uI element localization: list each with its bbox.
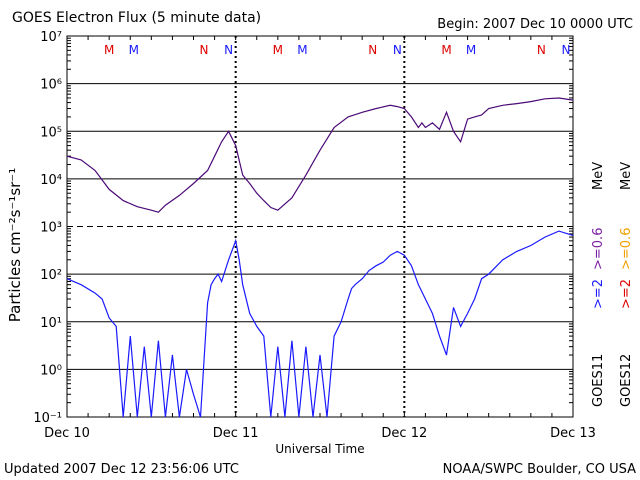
- mn-marker-m: M: [273, 43, 283, 57]
- series-line-06mev: [66, 97, 574, 213]
- goes12-mev-label: MeV: [619, 162, 634, 190]
- mn-marker-n: N: [393, 43, 402, 57]
- credit-label: NOAA/SWPC Boulder, CO USA: [443, 462, 636, 477]
- goes-legend: GOES11 GOES12 >=2 >=0.6 MeV >=2 >=0.6 Me…: [591, 162, 634, 407]
- goes11-2mev-label: >=2: [591, 279, 606, 309]
- y-tick-label: 10⁷: [40, 30, 62, 45]
- x-tick-label: Dec 11: [213, 426, 259, 441]
- y-tick-label: 10¹: [40, 316, 62, 331]
- begin-label: Begin: 2007 Dec 10 0000 UTC: [437, 17, 633, 32]
- y-tick-label: 10³: [40, 221, 62, 236]
- chart-title: GOES Electron Flux (5 minute data): [12, 10, 261, 26]
- x-tick-labels: Dec 10 Dec 11 Dec 12 Dec 13: [44, 426, 596, 441]
- updated-timestamp: Updated 2007 Dec 12 23:56:06 UTC: [4, 462, 239, 477]
- x-tick-label: Dec 13: [550, 426, 596, 441]
- mn-marker-m: M: [297, 43, 307, 57]
- y-tick-label: 10²: [40, 268, 62, 283]
- goes12-label: GOES12: [619, 354, 634, 407]
- mn-marker-m: M: [441, 43, 451, 57]
- mn-marker-m: M: [466, 43, 476, 57]
- x-tick-label: Dec 12: [381, 426, 427, 441]
- goes11-label: GOES11: [591, 354, 606, 407]
- y-tick-label: 10⁶: [40, 78, 62, 93]
- y-tick-label: 10⁵: [40, 125, 62, 140]
- mn-marker-m: M: [129, 43, 139, 57]
- mn-marker-n: N: [368, 43, 377, 57]
- goes12-06mev-label: >=0.6: [619, 228, 634, 270]
- mn-marker-n: N: [200, 43, 209, 57]
- y-tick-labels: 10⁻¹ 10⁰ 10¹ 10² 10³ 10⁴ 10⁵ 10⁶ 10⁷: [33, 30, 62, 426]
- goes12-2mev-label: >=2: [619, 279, 634, 309]
- mn-marker-m: M: [104, 43, 114, 57]
- mn-marker-n: N: [224, 43, 233, 57]
- y-tick-label: 10⁰: [40, 363, 62, 378]
- mn-marker-n: N: [537, 43, 546, 57]
- x-tick-label: Dec 10: [44, 426, 90, 441]
- y-tick-label: 10⁴: [40, 173, 62, 188]
- grid-lines: [66, 36, 574, 417]
- series-line-2mev: [66, 230, 574, 418]
- data-series: [66, 97, 574, 418]
- goes11-06mev-label: >=0.6: [591, 228, 606, 270]
- x-axis-label: Universal Time: [275, 442, 364, 456]
- y-axis-label: Particles cm⁻²s⁻¹sr⁻¹: [6, 168, 24, 322]
- goes11-mev-label: MeV: [591, 162, 606, 190]
- mn-marker-n: N: [561, 43, 570, 57]
- y-tick-label: 10⁻¹: [33, 411, 62, 426]
